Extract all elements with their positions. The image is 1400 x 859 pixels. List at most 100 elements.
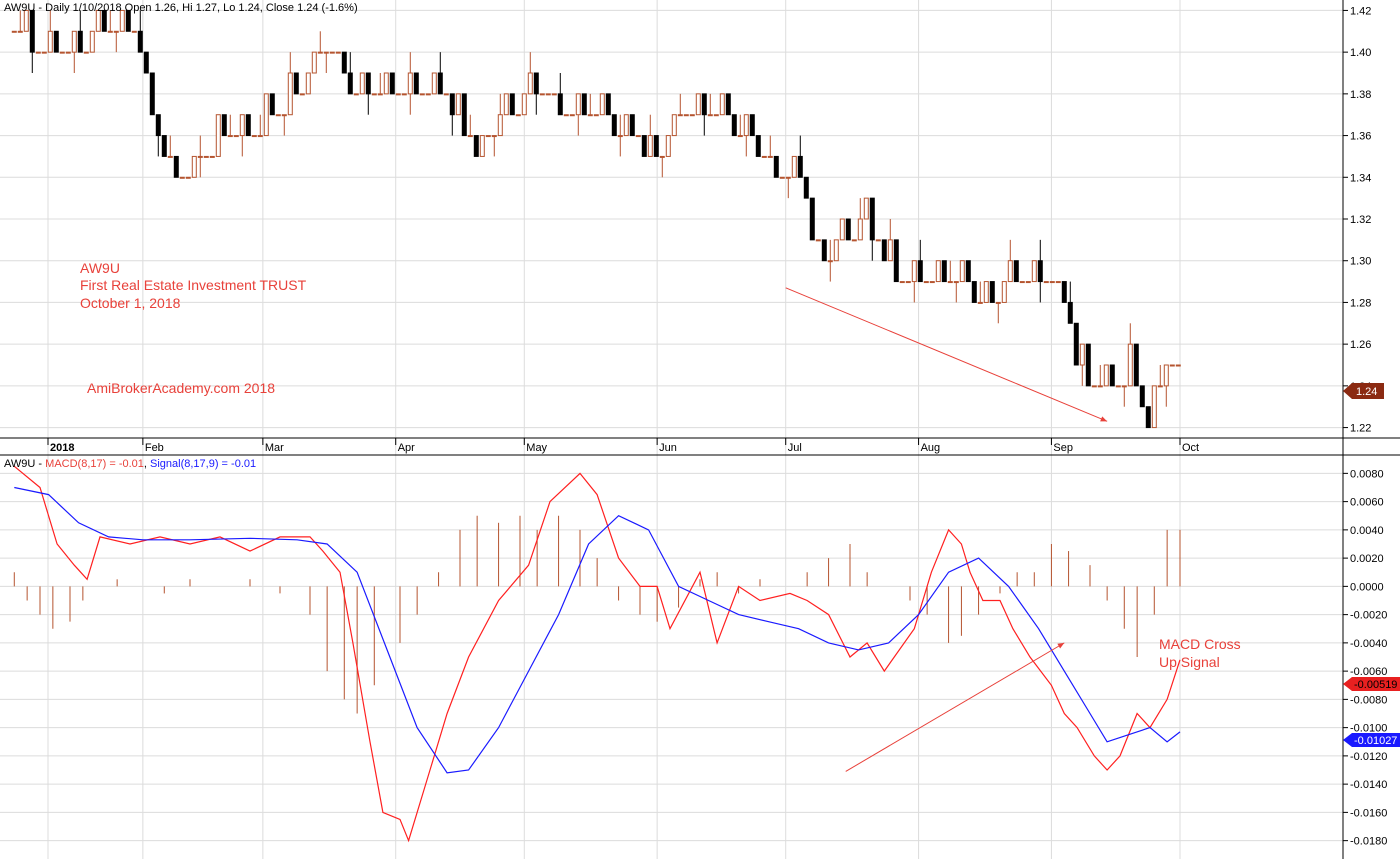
price-bar-body [1061,281,1067,303]
signal-line [14,486,1181,774]
price-bar-body [599,93,605,116]
price-bar-body [977,301,983,304]
price-bar-body [131,30,137,33]
price-bar-body [905,281,911,284]
price-bar-body [659,155,665,158]
price-bar-body [761,155,767,158]
price-bar-body [83,51,89,54]
price-bar-body [407,72,413,95]
price-bar-body [941,260,947,283]
price-bar-body [863,197,869,220]
price-bar-body [1031,260,1037,283]
price-bar-body [1109,364,1115,387]
macd-y-tick-label: 0.0040 [1350,525,1384,537]
y-tick-label: 1.36 [1350,131,1371,143]
price-bar-body [557,93,563,116]
price-bar-body [203,155,209,158]
price-bar-body [701,93,707,116]
ticker-annotation: AW9U [80,260,120,276]
macd-value-tag: -0.00519 [1343,677,1400,691]
price-bar-body [221,114,227,137]
price-bar-body [197,155,203,158]
price-bar-body [239,114,245,137]
price-bar-body [149,72,155,116]
x-tick-label: Apr [398,442,415,454]
date-annotation: October 1, 2018 [80,295,181,311]
price-bar-body [515,114,521,117]
y-tick-label: 1.32 [1350,214,1371,226]
macd-value-tag-label: -0.00519 [1354,679,1397,691]
price-bar-body [359,72,365,95]
price-bar-body [935,260,941,283]
price-layer [11,9,1181,429]
y-tick-label: 1.28 [1350,297,1371,309]
price-bar-body [767,155,773,158]
price-bar-body [1169,364,1175,367]
price-bar-body [827,260,833,263]
price-bar-body [551,93,557,96]
price-bar-body [797,155,803,178]
price-bar-body [743,114,749,137]
price-bar-body [449,93,455,116]
price-bar-body [779,176,785,179]
macd-y-tick-label: -0.0060 [1350,666,1387,678]
price-bar-body [1145,406,1151,429]
price-bar-body [737,135,743,138]
price-bar-body [911,260,917,283]
price-bar-body [179,176,185,179]
price-bar-body [527,72,533,95]
price-bar-body [383,72,389,95]
price-bar-body [119,9,125,32]
price-bar-body [413,72,419,95]
price-bar-body [725,93,731,116]
price-bar-body [29,9,35,53]
macd-y-tick-label: -0.0100 [1350,723,1387,735]
price-bar-body [989,281,995,303]
price-bar-body [347,72,353,95]
price-bar-body [497,114,503,137]
price-bar-body [851,239,857,242]
price-bar-body [113,30,119,33]
price-bar-body [143,51,149,74]
macd-trend-arrow-head [1057,642,1065,649]
macd-line [13,465,1181,843]
watermark-text: AmiBrokerAcademy.com 2018 [87,380,275,396]
price-bar-body [647,135,653,157]
macd-layer [13,465,1181,843]
last-price-tag: 1.24 [1343,383,1384,399]
signal-value-tag-label: -0.01027 [1354,735,1397,747]
price-bar-body [929,281,935,284]
price-bar-body [47,30,53,53]
price-bar-body [809,197,815,241]
price-bar-body [299,93,305,96]
price-bar-body [1049,281,1055,284]
price-bar-body [821,239,827,262]
price-bar-body [1115,385,1121,388]
x-tick-label: Jun [659,442,677,454]
price-bar-body [1163,364,1169,387]
price-bar-body [1127,343,1133,387]
price-bar-body [983,281,989,303]
y-tick-label: 1.22 [1350,423,1371,435]
price-bar-body [545,93,551,96]
price-bar-body [275,114,281,117]
price-bar-body [461,93,467,137]
price-bar-body [209,155,215,158]
price-bar-body [293,72,299,95]
price-bar-body [845,218,851,241]
price-bar-body [881,239,887,262]
price-bar-body [1175,364,1181,367]
price-bar-body [65,51,71,54]
price-bar-body [665,135,671,157]
macd-y-tick-label: -0.0160 [1350,807,1387,819]
price-bar-body [749,114,755,137]
price-bar-body [329,51,335,54]
price-bar-body [185,176,191,179]
price-bar-body [491,135,497,138]
price-bar-body [167,155,173,158]
price-bar-body [575,93,581,116]
price-bar-body [1103,364,1109,387]
price-bar-body [485,135,491,138]
